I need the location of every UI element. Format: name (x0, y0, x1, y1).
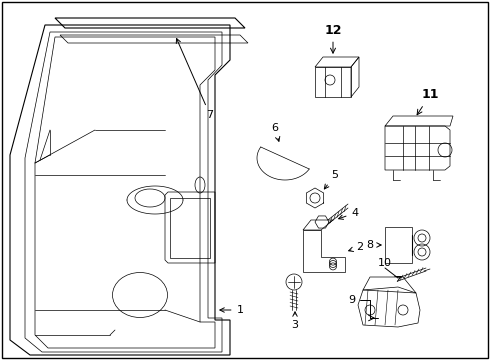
Text: 12: 12 (324, 23, 342, 53)
Text: 5: 5 (324, 170, 339, 189)
Text: 4: 4 (339, 208, 359, 219)
Text: 2: 2 (349, 242, 364, 252)
Text: 1: 1 (220, 305, 244, 315)
Text: 9: 9 (348, 295, 356, 305)
Text: 6: 6 (271, 123, 280, 141)
Text: 7: 7 (176, 39, 214, 120)
Text: 10: 10 (378, 258, 392, 268)
Text: 11: 11 (417, 89, 439, 115)
Text: 8: 8 (367, 240, 381, 250)
Text: 3: 3 (292, 312, 298, 330)
